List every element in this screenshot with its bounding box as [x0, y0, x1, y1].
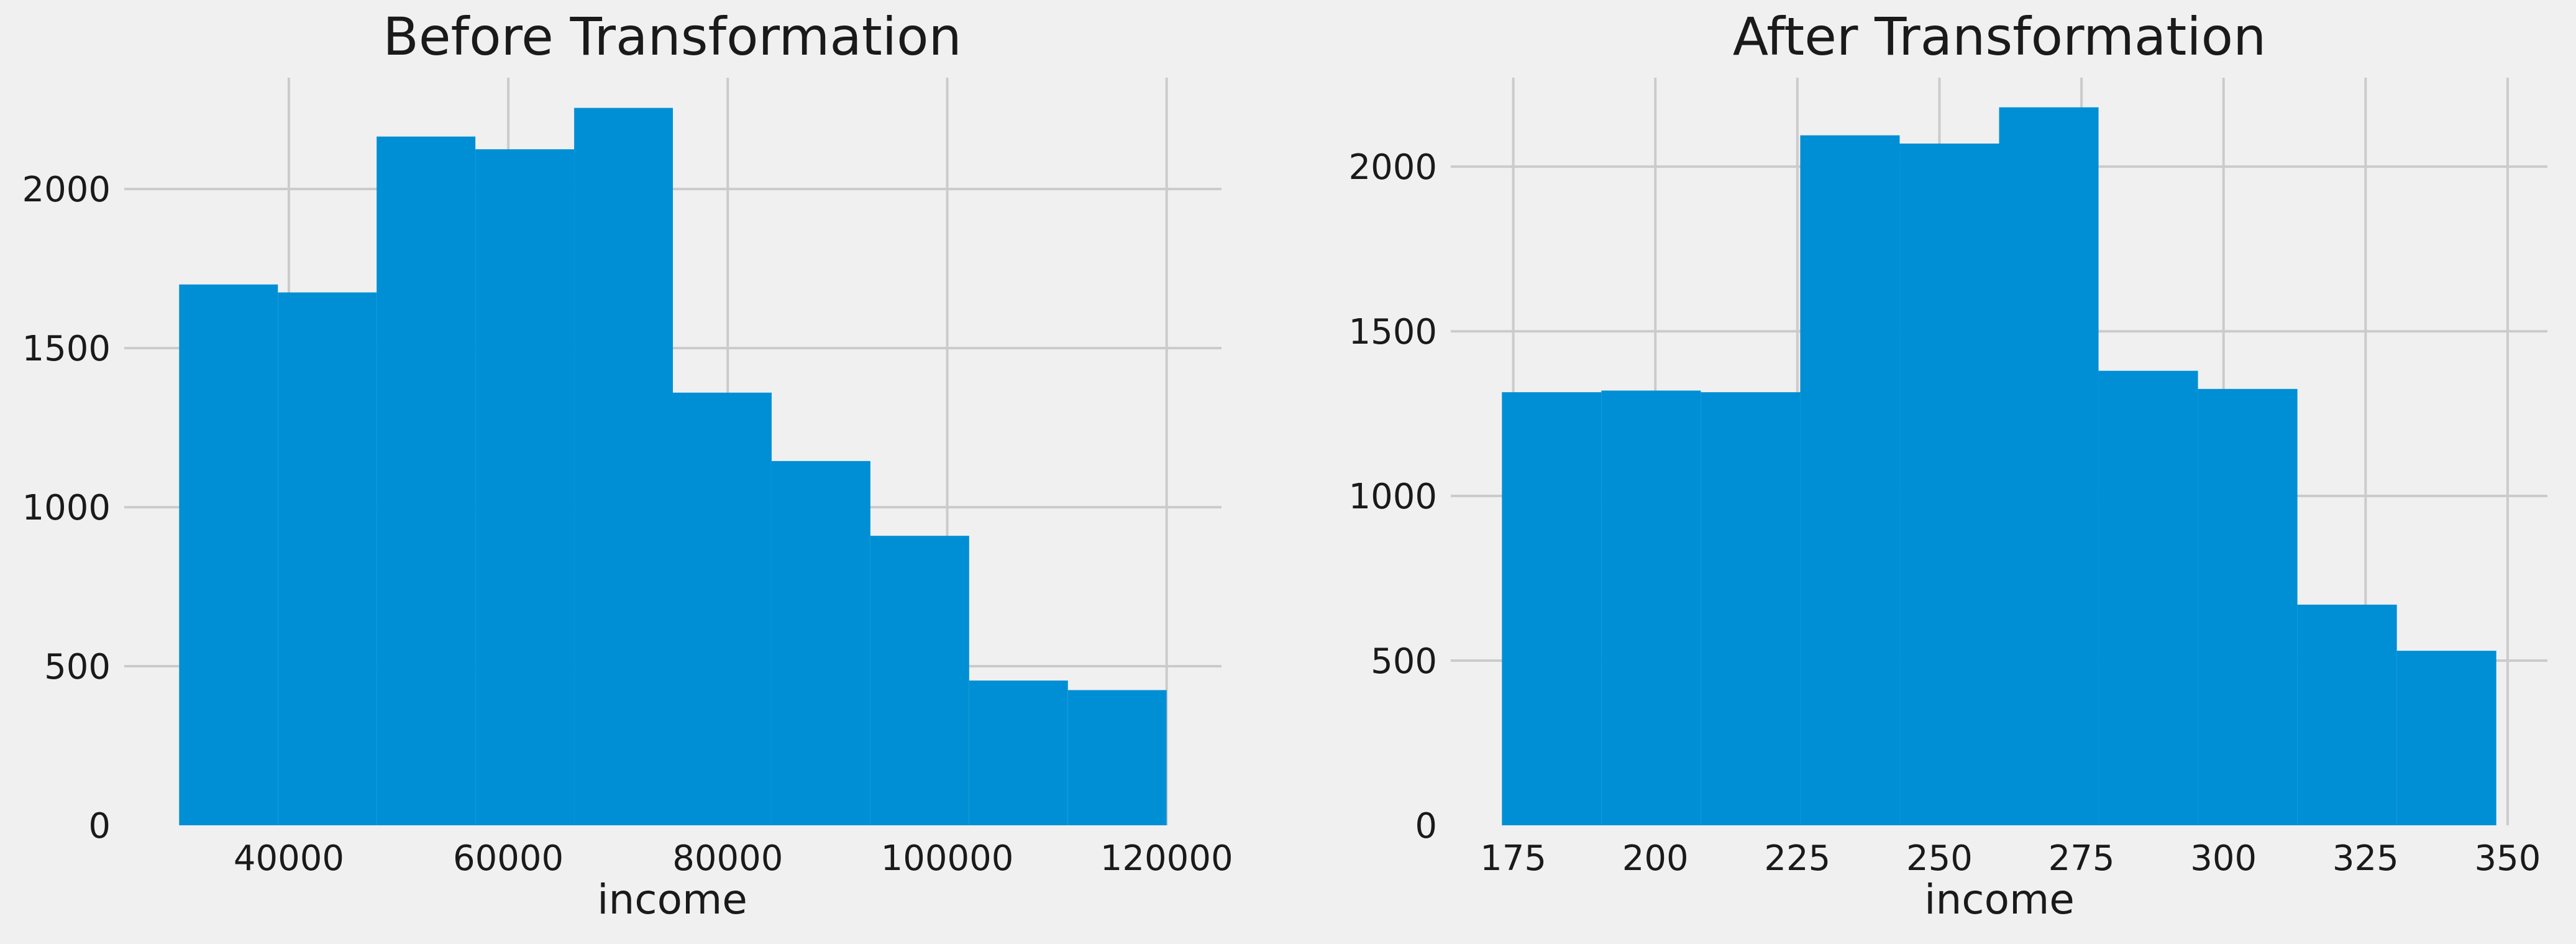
- x-axis-label: income: [597, 876, 747, 923]
- histogram-bar: [1800, 135, 1900, 825]
- x-tick-label: 60000: [453, 838, 564, 879]
- histogram-bar: [1067, 690, 1167, 825]
- y-tick-label: 1500: [1348, 312, 1437, 352]
- x-tick-label: 325: [2332, 838, 2399, 879]
- x-tick-label: 80000: [672, 838, 783, 879]
- y-tick-label: 2000: [22, 170, 111, 210]
- histogram-bar: [2396, 651, 2496, 825]
- x-tick-label: 100000: [881, 838, 1014, 879]
- histogram-bar: [1502, 392, 1602, 825]
- y-tick-label: 0: [1415, 806, 1437, 846]
- chart-title: After Transformation: [1733, 6, 2267, 67]
- x-tick-label: 225: [1764, 838, 1830, 879]
- histogram-bar: [771, 461, 870, 825]
- chart-title: Before Transformation: [383, 6, 962, 67]
- histogram-bar: [2297, 604, 2397, 825]
- y-tick-label: 1000: [22, 488, 111, 528]
- histogram-bar: [1701, 392, 1801, 825]
- y-tick-label: 500: [44, 647, 111, 687]
- histogram-bar: [2198, 388, 2298, 825]
- histogram-bars: [179, 108, 1167, 826]
- histogram-bar: [1601, 390, 1701, 825]
- x-tick-labels: 175 200 225 250 275 300 325 350: [1480, 838, 2541, 879]
- y-tick-label: 1500: [22, 329, 111, 369]
- y-tick-labels: 0 500 1000 1500 2000: [1348, 147, 1437, 846]
- y-tick-labels: 0 500 1000 1500 2000: [22, 170, 111, 846]
- histogram-bar: [377, 136, 476, 826]
- x-tick-label: 175: [1480, 838, 1546, 879]
- histogram-bar: [969, 681, 1068, 825]
- chart-after-transformation: After Transformation 0 500 1000 1500 2000 17…: [1348, 6, 2547, 923]
- x-tick-label: 120000: [1100, 838, 1233, 879]
- x-tick-label: 40000: [234, 838, 344, 879]
- chart-before-transformation: Before Transformation 0 500 1000 1500 2000 4…: [22, 6, 1233, 923]
- x-tick-labels: 40000 60000 80000 100000 120000: [234, 838, 1233, 879]
- histogram-bar: [179, 284, 278, 825]
- x-tick-label: 350: [2475, 838, 2541, 879]
- x-tick-label: 275: [2048, 838, 2115, 879]
- histogram-bar: [2098, 370, 2198, 825]
- histogram-bar: [1899, 143, 1999, 825]
- x-tick-label: 300: [2190, 838, 2257, 879]
- histogram-bar: [475, 149, 575, 825]
- histogram-bar: [673, 392, 772, 825]
- histogram-bar: [1999, 107, 2099, 825]
- histogram-bar: [870, 536, 969, 825]
- x-axis-label: income: [1924, 876, 2075, 923]
- y-tick-label: 2000: [1348, 147, 1437, 188]
- x-tick-label: 250: [1906, 838, 1973, 879]
- y-tick-label: 1000: [1348, 477, 1437, 517]
- histogram-bar: [574, 108, 673, 825]
- histogram-bars: [1502, 107, 2496, 825]
- x-tick-label: 200: [1622, 838, 1689, 879]
- y-tick-label: 500: [1371, 641, 1437, 682]
- histogram-bar: [278, 292, 377, 825]
- y-tick-label: 0: [88, 806, 111, 846]
